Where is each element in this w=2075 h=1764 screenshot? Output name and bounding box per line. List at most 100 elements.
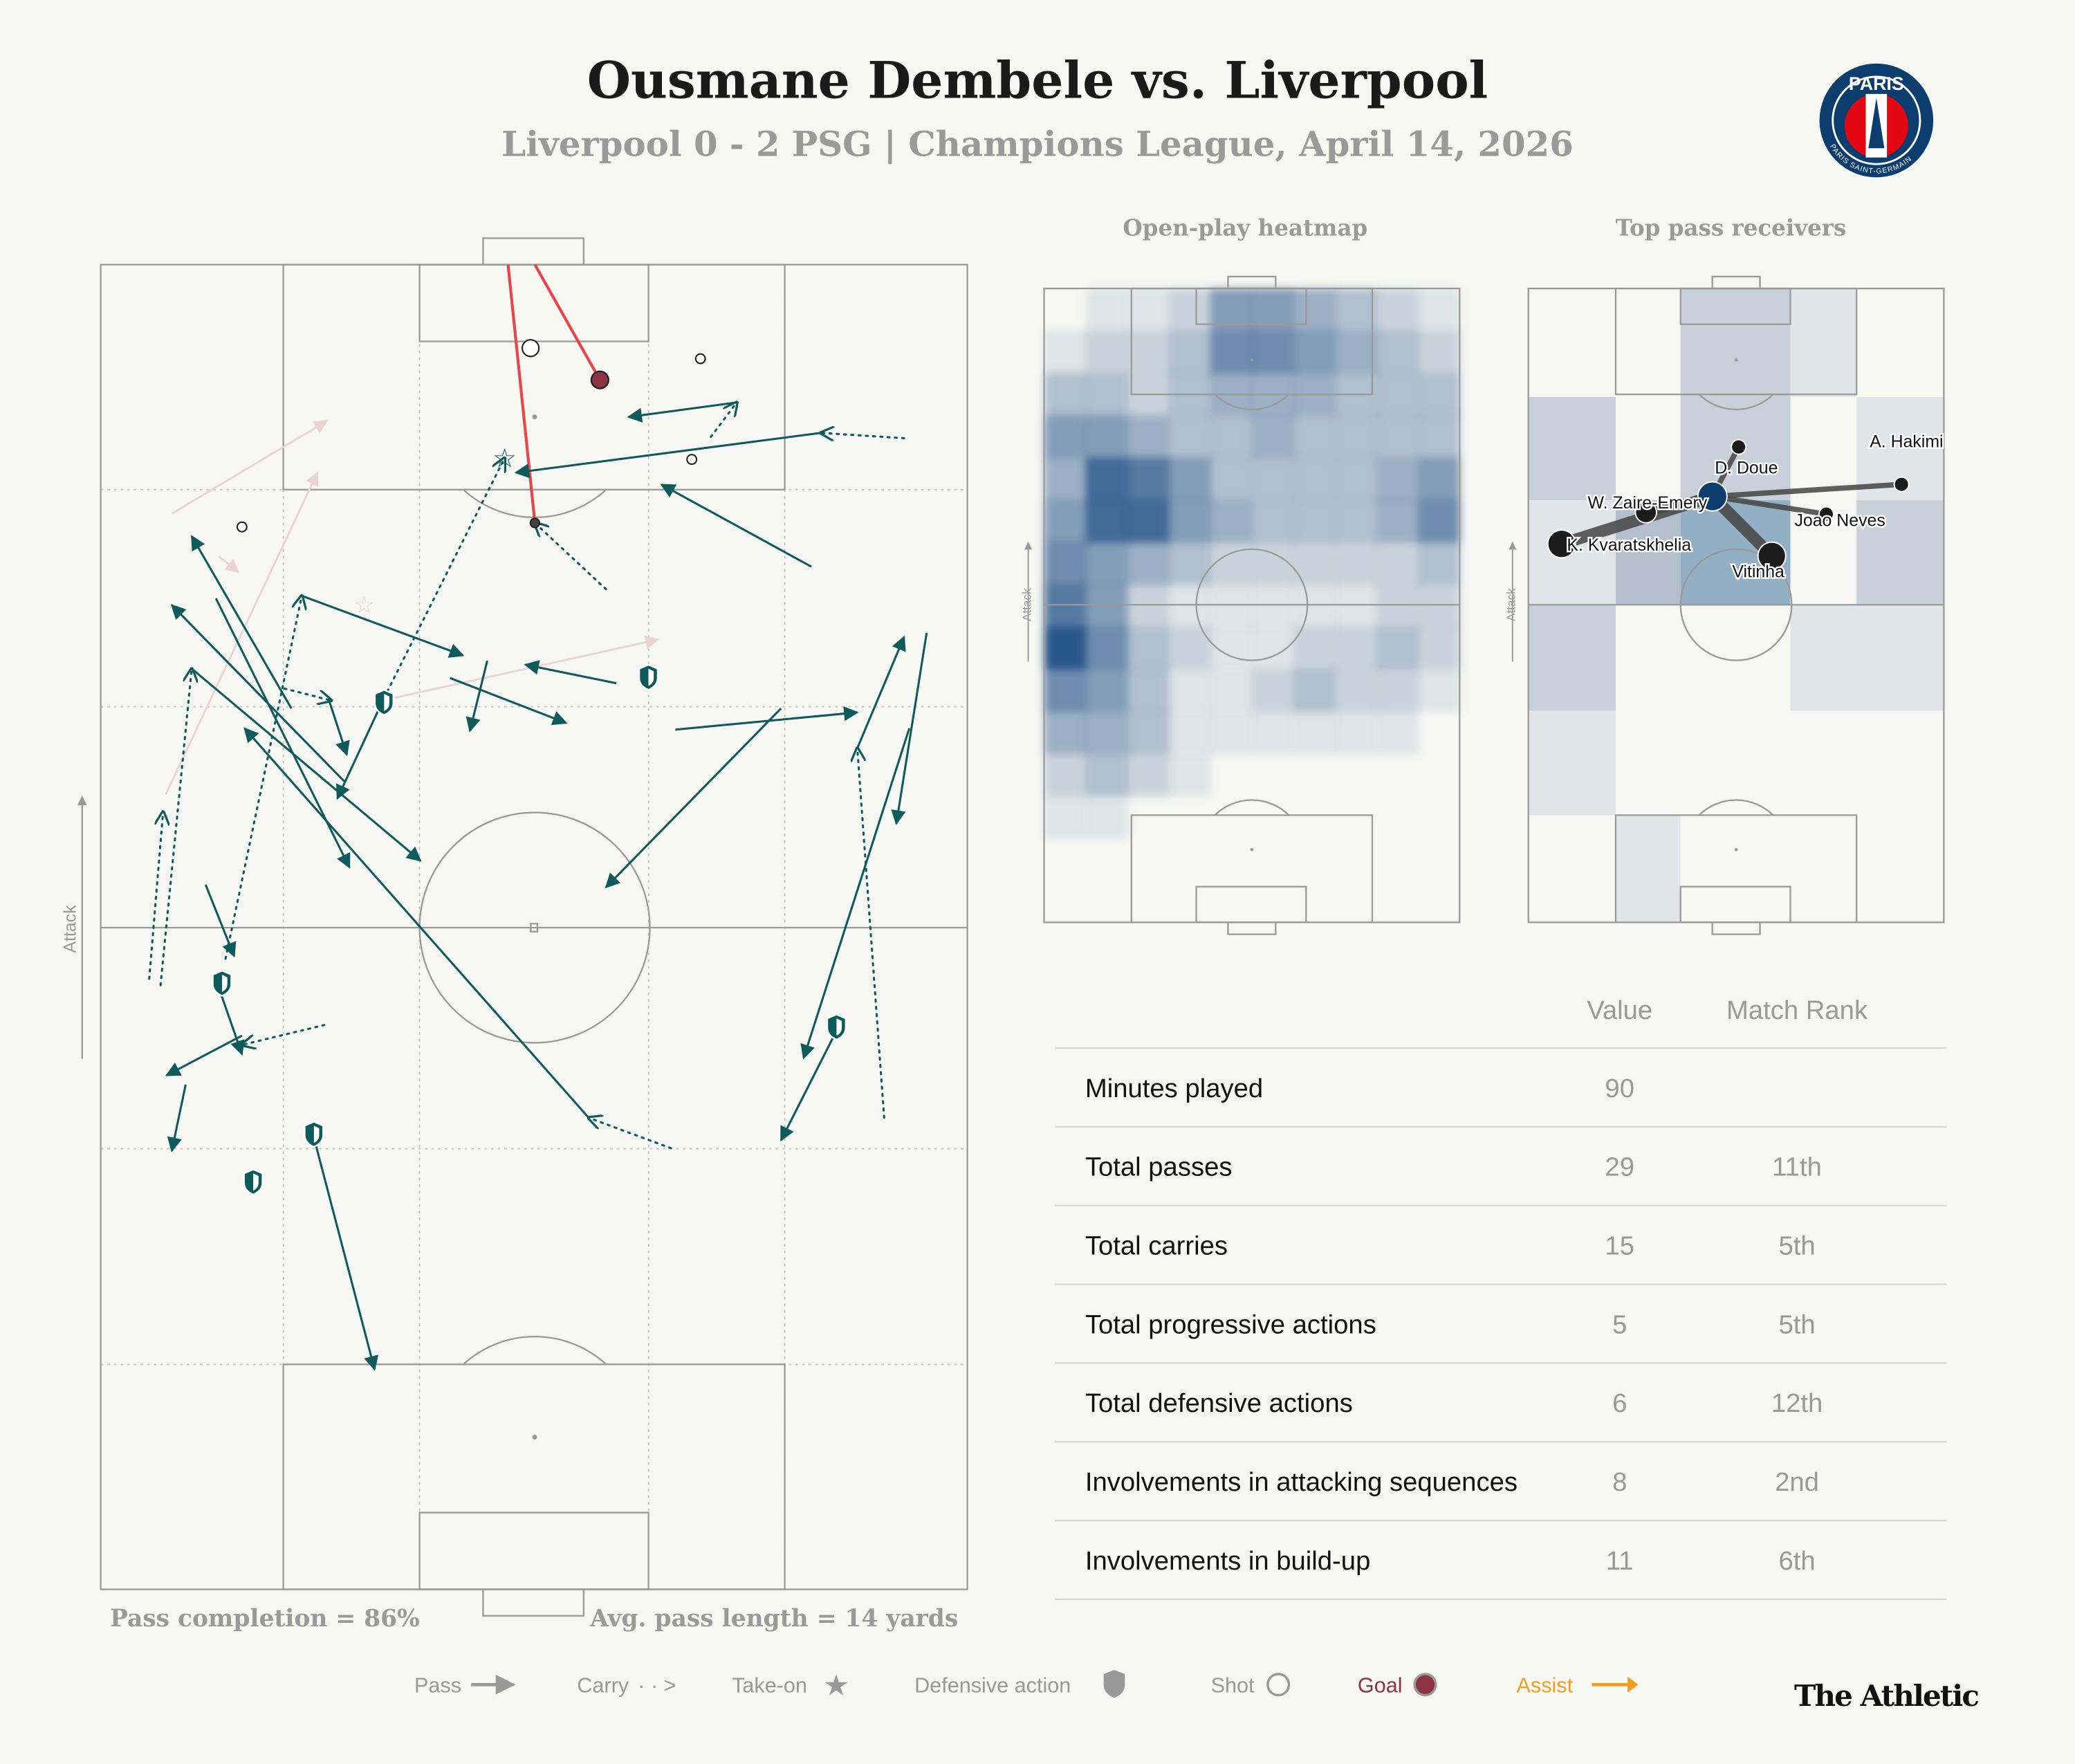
carry-arrow <box>382 458 504 699</box>
zone-cell <box>1680 288 1791 397</box>
attack-label: Attack <box>60 905 80 953</box>
stats-table: Value Match Rank Minutes played 90 Total p… <box>1054 995 1947 1600</box>
heatmap-cell <box>1127 499 1170 543</box>
heatmap-cell <box>1376 499 1419 543</box>
zone-cell <box>1790 288 1857 397</box>
col-header-value: Value <box>1587 995 1652 1025</box>
stat-label: Total progressive actions <box>1085 1310 1376 1339</box>
heatmap-cell <box>1376 331 1419 374</box>
heatmap-cell <box>1418 288 1461 332</box>
legend-take-on-label: Take-on <box>732 1674 807 1698</box>
heatmap-cell <box>1168 542 1211 585</box>
heatmap-cell <box>1085 373 1128 416</box>
heatmap-cell <box>1085 584 1128 627</box>
pass-arrow <box>465 660 488 733</box>
zone-cell <box>1528 396 1616 501</box>
heatmap-cell <box>1418 457 1461 501</box>
heatmap-cell <box>1335 499 1378 543</box>
legend-goal: Goal <box>1358 1673 1437 1698</box>
psg-logo-text: PARIS <box>1849 73 1904 94</box>
pass-arrow <box>167 1084 187 1152</box>
receivers-title: Top pass receivers <box>1616 214 1847 241</box>
stat-value: 6 <box>1612 1388 1627 1418</box>
heatmap-cell <box>1335 584 1378 627</box>
heatmap-cell <box>1085 668 1128 712</box>
receiver-node <box>1818 506 1834 522</box>
heatmap-title: Open-play heatmap <box>1123 214 1367 241</box>
receiver-label: K. Kvaratskhelia <box>1567 535 1691 555</box>
table-row: Total progressive actions 5 5th <box>1054 1310 1947 1364</box>
pass-arrow <box>627 401 737 423</box>
heatmap-cell <box>1127 542 1170 585</box>
heatmap-cell <box>1044 753 1087 797</box>
heatmap-cell <box>1210 710 1253 754</box>
heatmap-cell <box>1376 710 1419 754</box>
heatmap-cell <box>1127 415 1170 459</box>
shot-origin-marker <box>529 517 541 529</box>
pitch-line <box>1130 814 1374 924</box>
pass-arrow <box>891 632 928 825</box>
pitch-line <box>1698 799 1774 816</box>
heatmap-cell <box>1127 288 1170 332</box>
stat-label: Involvements in attacking sequences <box>1085 1467 1518 1497</box>
zone-cell <box>1528 710 1616 816</box>
heatmap-cell <box>1251 331 1294 374</box>
carry-arrow <box>710 403 737 439</box>
heatmap-cell <box>1210 668 1253 712</box>
heatmap-cell <box>1085 542 1128 585</box>
heatmap-cell <box>1044 796 1087 839</box>
receiver-node <box>1634 501 1657 524</box>
shield-icon <box>1103 1670 1125 1698</box>
heatmap-cell <box>1418 584 1461 627</box>
legend-assist-label: Assist <box>1516 1674 1573 1698</box>
goal-circle-icon <box>1413 1673 1437 1697</box>
pass-arrow <box>780 1028 839 1142</box>
receiver-label: Joao Neves <box>1794 511 1885 530</box>
heatmap-cell <box>1293 668 1336 712</box>
heatmap-cell <box>1376 457 1419 501</box>
heatmap-cell <box>1335 626 1378 670</box>
heatmap-cell <box>1251 584 1294 627</box>
heatmap-cell <box>1293 710 1336 754</box>
shield-highlight <box>836 1018 842 1036</box>
heatmap-cell <box>1044 542 1087 585</box>
stat-value: 15 <box>1605 1231 1634 1261</box>
table-row: Total defensive actions 6 12th <box>1054 1388 1947 1443</box>
receiver-node <box>1547 529 1576 559</box>
pass-arrow <box>214 598 351 869</box>
heatmap-cell <box>1044 331 1087 374</box>
shield-highlight <box>384 694 389 711</box>
heatmap-cell <box>1044 710 1087 754</box>
shot-marker <box>694 353 706 365</box>
attack-label: Attack <box>1504 588 1518 621</box>
table-row: Total carries 15 5th <box>1054 1231 1947 1285</box>
heatmap-cell <box>1085 457 1128 501</box>
pass-arrow <box>660 484 812 568</box>
legend-pass: Pass <box>414 1674 516 1698</box>
psg-logo: PARIS PARIS SAINT-GERMAIN <box>1819 63 1934 178</box>
heatmap-cell <box>1418 373 1461 416</box>
heatmap-cell <box>1127 457 1170 501</box>
legend-pass-label: Pass <box>414 1674 461 1698</box>
pass-arrow <box>450 677 568 726</box>
heatmap-cell <box>1376 584 1419 627</box>
pass-arrow <box>327 699 350 757</box>
heatmap-cell <box>1418 626 1461 670</box>
heatmap-cell <box>1085 796 1128 839</box>
carry-arrow <box>821 433 905 439</box>
receiver-label: A. Hakimi <box>1870 432 1943 452</box>
pitch-line <box>1698 394 1774 411</box>
legend: Pass Carry · · > Take-on ★ Defensive act… <box>414 1669 1639 1702</box>
receiver-node <box>1731 439 1747 455</box>
carry-arrow <box>535 523 607 591</box>
carry-arrow <box>857 748 885 1119</box>
shield-highlight <box>222 974 228 992</box>
carry-arrow <box>589 1118 672 1150</box>
pass-arrow <box>243 727 590 1119</box>
heatmap-cell <box>1418 542 1461 585</box>
col-header-rank: Match Rank <box>1726 995 1868 1025</box>
heatmap-cell <box>1418 331 1461 374</box>
pass-arrow <box>336 697 385 800</box>
heatmap-cell <box>1293 415 1336 459</box>
heatmap-cell <box>1251 457 1294 501</box>
